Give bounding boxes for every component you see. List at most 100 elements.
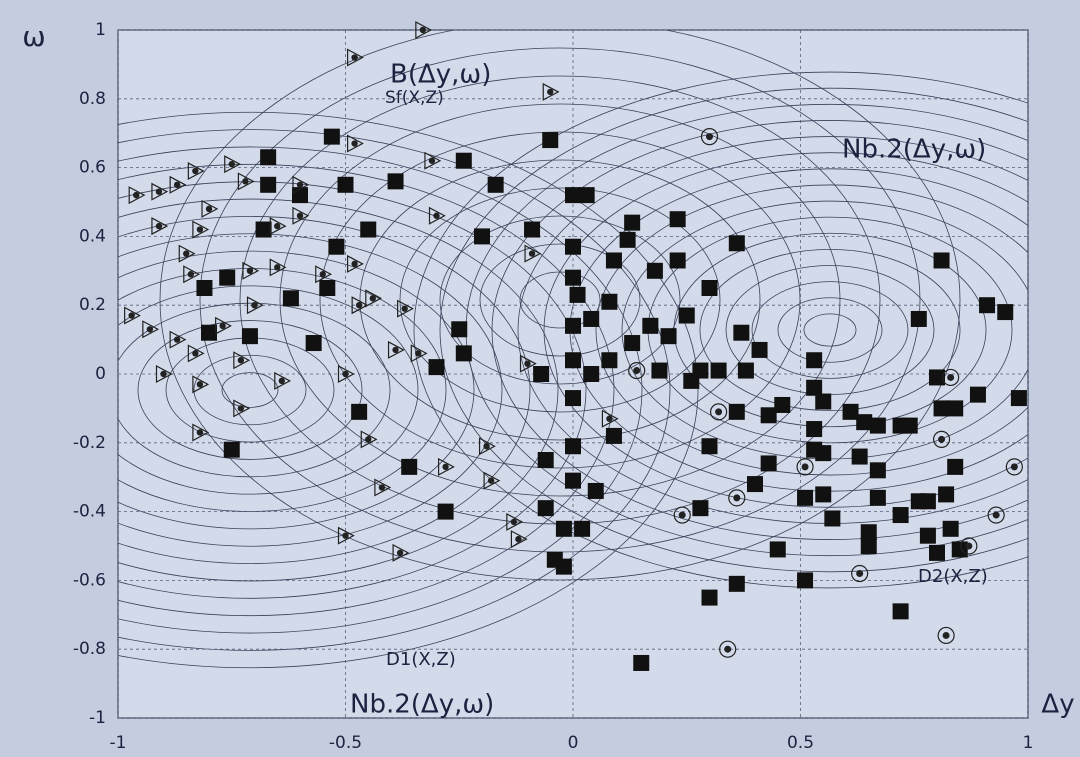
square-point bbox=[606, 252, 622, 268]
y-tick-label: -0.4 bbox=[73, 502, 106, 522]
x-tick-label: -0.5 bbox=[329, 733, 362, 753]
square-point bbox=[260, 149, 276, 165]
square-point bbox=[601, 294, 617, 310]
square-point bbox=[533, 366, 549, 382]
square-point bbox=[565, 473, 581, 489]
square-point bbox=[815, 394, 831, 410]
square-point bbox=[938, 486, 954, 502]
square-point bbox=[797, 572, 813, 588]
square-point bbox=[702, 590, 718, 606]
square-point bbox=[574, 521, 590, 537]
square-point bbox=[806, 380, 822, 396]
square-point bbox=[606, 428, 622, 444]
square-point bbox=[683, 373, 699, 389]
point-dot bbox=[297, 182, 303, 188]
square-point bbox=[401, 459, 417, 475]
x-tick-label: -1 bbox=[110, 733, 127, 753]
y-tick-label: 1 bbox=[95, 20, 106, 40]
square-point bbox=[770, 541, 786, 557]
square-point bbox=[324, 129, 340, 145]
point-dot bbox=[279, 378, 285, 384]
point-dot bbox=[392, 347, 398, 353]
point-dot bbox=[297, 213, 303, 219]
y-tick-label: 0.8 bbox=[79, 89, 106, 109]
square-point bbox=[488, 177, 504, 193]
square-point bbox=[661, 328, 677, 344]
y-tick-label: -0.6 bbox=[73, 570, 106, 590]
square-point bbox=[524, 222, 540, 238]
point-dot bbox=[197, 381, 203, 387]
point-dot bbox=[379, 484, 385, 490]
point-dot bbox=[511, 519, 517, 525]
point-dot bbox=[133, 192, 139, 198]
square-point bbox=[579, 187, 595, 203]
point-dot bbox=[483, 443, 489, 449]
square-point bbox=[601, 352, 617, 368]
annotation: Sf(X,Z) bbox=[385, 88, 444, 108]
point-dot bbox=[1011, 463, 1018, 470]
point-dot bbox=[488, 477, 494, 483]
square-point bbox=[556, 521, 572, 537]
square-point bbox=[556, 559, 572, 575]
square-point bbox=[911, 311, 927, 327]
point-dot bbox=[206, 206, 212, 212]
point-dot bbox=[183, 250, 189, 256]
point-dot bbox=[706, 133, 713, 140]
square-point bbox=[893, 507, 909, 523]
point-dot bbox=[188, 271, 194, 277]
point-dot bbox=[856, 570, 863, 577]
square-point bbox=[633, 655, 649, 671]
square-point bbox=[1011, 390, 1027, 406]
point-dot bbox=[238, 405, 244, 411]
point-dot bbox=[342, 371, 348, 377]
y-axis-label: ω bbox=[22, 20, 45, 53]
y-tick-label: 0.2 bbox=[79, 295, 106, 315]
point-dot bbox=[724, 646, 731, 653]
square-point bbox=[538, 452, 554, 468]
point-dot bbox=[247, 268, 253, 274]
square-point bbox=[565, 352, 581, 368]
square-point bbox=[752, 342, 768, 358]
square-point bbox=[565, 390, 581, 406]
square-point bbox=[729, 235, 745, 251]
y-tick-label: -0.2 bbox=[73, 433, 106, 453]
square-point bbox=[702, 438, 718, 454]
square-point bbox=[797, 490, 813, 506]
square-point bbox=[929, 545, 945, 561]
point-dot bbox=[938, 436, 945, 443]
point-dot bbox=[147, 326, 153, 332]
square-point bbox=[920, 493, 936, 509]
square-point bbox=[456, 153, 472, 169]
square-point bbox=[824, 510, 840, 526]
square-point bbox=[456, 345, 472, 361]
square-point bbox=[815, 445, 831, 461]
point-dot bbox=[442, 464, 448, 470]
square-point bbox=[429, 359, 445, 375]
point-dot bbox=[274, 264, 280, 270]
point-dot bbox=[156, 223, 162, 229]
square-point bbox=[729, 404, 745, 420]
square-point bbox=[256, 222, 272, 238]
point-dot bbox=[365, 436, 371, 442]
square-point bbox=[565, 270, 581, 286]
square-point bbox=[438, 504, 454, 520]
annotation: B(Δy,ω) bbox=[390, 60, 491, 90]
x-tick-label: 1 bbox=[1023, 733, 1034, 753]
square-point bbox=[201, 325, 217, 341]
square-point bbox=[815, 486, 831, 502]
point-dot bbox=[420, 27, 426, 33]
y-tick-label: 0.6 bbox=[79, 158, 106, 178]
point-dot bbox=[633, 367, 640, 374]
square-point bbox=[565, 318, 581, 334]
point-dot bbox=[351, 54, 357, 60]
square-point bbox=[588, 483, 604, 499]
square-point bbox=[306, 335, 322, 351]
point-dot bbox=[219, 323, 225, 329]
square-point bbox=[565, 438, 581, 454]
point-dot bbox=[229, 161, 235, 167]
point-dot bbox=[251, 302, 257, 308]
square-point bbox=[624, 335, 640, 351]
square-point bbox=[729, 576, 745, 592]
square-point bbox=[538, 500, 554, 516]
chart: ω Δy -1-0.500.51-1-0.8-0.6-0.4-0.200.20.… bbox=[0, 0, 1080, 757]
